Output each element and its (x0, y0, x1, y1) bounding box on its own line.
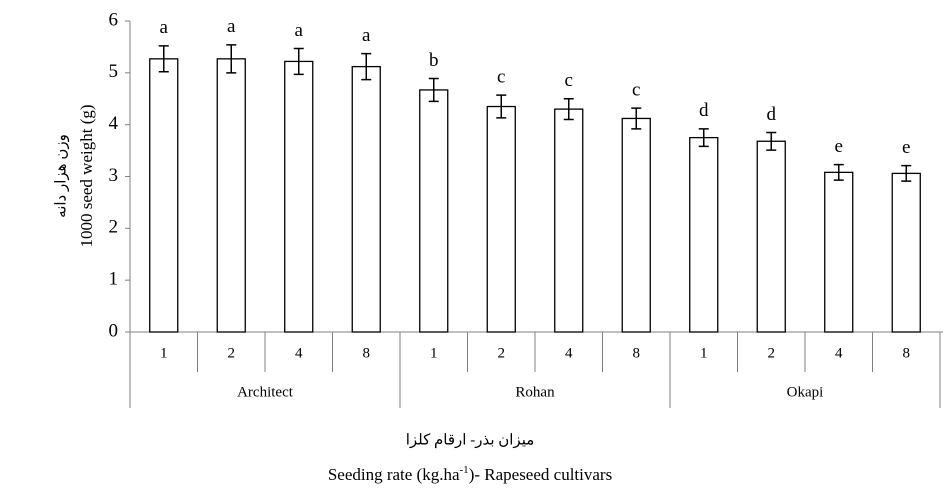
y-tick-label: 3 (109, 165, 119, 186)
x-axis-label: Seeding rate (kg.ha-1)- Rapeseed cultiva… (328, 464, 612, 484)
bar (756, 140, 786, 333)
x-axis-label-fa: میزان بذر- ارقام کلزا (406, 432, 535, 448)
group-label: Architect (237, 384, 294, 400)
annotation: e (835, 136, 843, 157)
x-tick-label: 2 (498, 345, 506, 361)
x-tick-label: 8 (633, 345, 641, 361)
annotation: b (429, 50, 439, 71)
x-axis-label-part: Seeding rate (kg.ha (328, 465, 460, 484)
x-tick-label: 4 (835, 345, 843, 361)
error-bar (901, 164, 912, 182)
x-tick-label: 1 (430, 345, 438, 361)
x-tick-label: 1 (160, 345, 168, 361)
y-tick-label: 6 (109, 9, 119, 30)
bar (419, 89, 449, 333)
y-axis-label: 1000 seed weight (g) (77, 104, 96, 247)
bar (351, 65, 381, 333)
annotation: a (362, 25, 371, 46)
bar (216, 58, 246, 333)
error-bar (428, 77, 439, 103)
x-axis-label-part: )- Rapeseed cultivars (469, 465, 613, 484)
error-bar (293, 47, 304, 76)
error-bar (766, 131, 777, 151)
error-bar (563, 98, 574, 121)
annotation: c (565, 70, 573, 91)
y-tick-label: 5 (109, 61, 119, 82)
error-bar (631, 107, 642, 130)
annotation: c (497, 66, 505, 87)
bar (486, 105, 516, 333)
x-tick-label: 8 (903, 345, 911, 361)
error-bar (361, 52, 372, 81)
x-tick-label: 4 (565, 345, 573, 361)
group-label: Okapi (787, 384, 824, 400)
error-bar (833, 163, 844, 181)
annotation: a (160, 17, 169, 38)
bar (621, 117, 651, 333)
annotation: a (227, 16, 236, 37)
annotation: a (295, 20, 304, 41)
error-bar (226, 44, 237, 74)
x-tick-label: 2 (228, 345, 236, 361)
annotation: d (699, 100, 709, 121)
x-tick-label: 8 (363, 345, 371, 361)
x-tick-label: 1 (700, 345, 708, 361)
annotation: d (767, 104, 777, 125)
error-bar (698, 128, 709, 148)
error-bar (158, 45, 169, 73)
bar (891, 172, 921, 333)
y-tick-label: 0 (109, 320, 119, 341)
annotation: c (632, 79, 640, 100)
y-tick-label: 4 (109, 113, 119, 134)
group-label: Rohan (515, 384, 555, 400)
bar (554, 108, 584, 333)
y-axis-label-fa: وزن هزار دانه (53, 134, 69, 218)
y-tick-label: 2 (109, 217, 119, 238)
error-bar (496, 94, 507, 119)
x-tick-label: 2 (768, 345, 776, 361)
bar (824, 171, 854, 333)
x-tick-label: 4 (295, 345, 303, 361)
annotation: e (902, 137, 910, 158)
y-tick-label: 1 (109, 269, 119, 290)
x-axis-label-sup: -1 (460, 464, 469, 476)
bar (689, 136, 719, 333)
bar (149, 58, 179, 333)
bar (284, 60, 314, 333)
